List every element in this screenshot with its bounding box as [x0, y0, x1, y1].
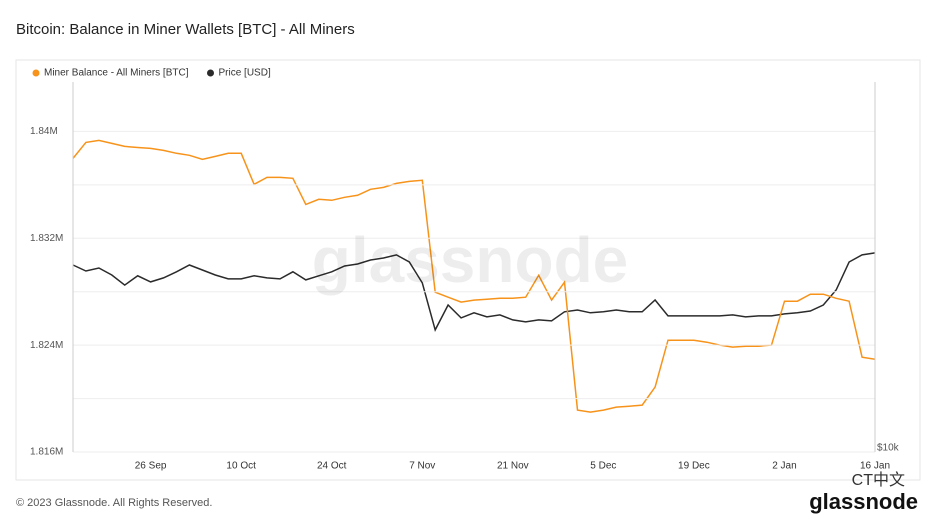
logo: glassnode [809, 489, 918, 514]
x-tick-label: 26 Sep [135, 461, 167, 472]
chart-title: Bitcoin: Balance in Miner Wallets [BTC] … [16, 21, 355, 38]
series-line [72, 252, 876, 332]
overlay-badge: CT中文 [852, 471, 905, 489]
x-tick-label: 19 Dec [678, 461, 710, 472]
legend-label: Price [USD] [219, 68, 271, 79]
x-tick-label: 10 Oct [226, 461, 256, 472]
x-tick-label: 7 Nov [409, 461, 435, 472]
series-line [72, 139, 876, 413]
y-tick-label: 1.816M [30, 447, 63, 458]
x-tick-label: 24 Oct [317, 461, 347, 472]
x-tick-label: 21 Nov [497, 461, 529, 472]
x-tick-label: 16 Jan [860, 461, 890, 472]
y2-tick-label: $10k [877, 443, 900, 454]
legend-marker [32, 69, 40, 77]
legend-label: Miner Balance - All Miners [BTC] [44, 68, 189, 79]
watermark: glassnode [312, 224, 629, 296]
chart-frame [15, 59, 921, 481]
footer: © 2023 Glassnode. All Rights Reserved. [16, 497, 212, 509]
y-tick-label: 1.832M [30, 233, 63, 244]
x-tick-label: 2 Jan [772, 461, 796, 472]
y-tick-label: 1.824M [30, 340, 63, 351]
x-tick-label: 5 Dec [590, 461, 616, 472]
y-tick-label: 1.84M [30, 126, 58, 137]
legend-marker [207, 69, 214, 77]
